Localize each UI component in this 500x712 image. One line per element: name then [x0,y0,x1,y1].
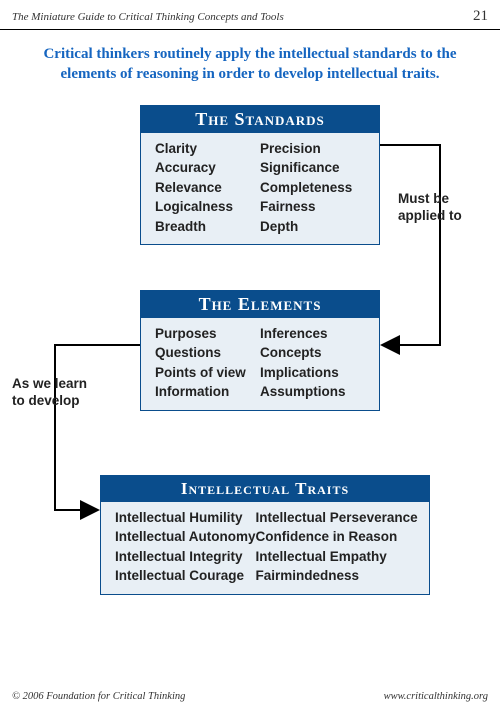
elements-item: Questions [155,343,260,363]
standards-item: Relevance [155,178,260,198]
traits-item: Intellectual Autonomy [115,527,256,547]
standards-item: Completeness [260,178,365,198]
box-elements-title: The Elements [141,291,379,318]
standards-item: Depth [260,217,365,237]
box-traits-title: Intellectual Traits [101,476,429,502]
page-header: The Miniature Guide to Critical Thinking… [0,0,500,30]
box-standards-title: The Standards [141,106,379,133]
footer-copyright: © 2006 Foundation for Critical Thinking [12,691,185,702]
standards-item: Logicalness [155,197,260,217]
traits-item: Intellectual Empathy [256,547,418,567]
elements-item: Information [155,382,260,402]
elements-col-left: Purposes Questions Points of view Inform… [155,324,260,402]
connector-label-1: Must beapplied to [398,190,478,225]
elements-col-right: Inferences Concepts Implications Assumpt… [260,324,365,402]
diagram-area: Must beapplied to As we learnto develop … [0,95,500,625]
elements-item: Purposes [155,324,260,344]
standards-col-right: Precision Significance Completeness Fair… [260,139,365,237]
standards-item: Significance [260,158,365,178]
elements-item: Inferences [260,324,365,344]
traits-item: Intellectual Courage [115,566,256,586]
traits-col-right: Intellectual Perseverance Confidence in … [256,508,418,586]
standards-item: Precision [260,139,365,159]
standards-item: Breadth [155,217,260,237]
traits-item: Intellectual Perseverance [256,508,418,528]
traits-col-left: Intellectual Humility Intellectual Auton… [115,508,256,586]
page-number: 21 [473,8,488,25]
standards-item: Clarity [155,139,260,159]
elements-item: Assumptions [260,382,365,402]
page-footer: © 2006 Foundation for Critical Thinking … [0,691,500,712]
footer-url: www.criticalthinking.org [384,691,488,702]
standards-col-left: Clarity Accuracy Relevance Logicalness B… [155,139,260,237]
standards-item: Fairness [260,197,365,217]
traits-item: Fairmindedness [256,566,418,586]
intro-paragraph: Critical thinkers routinely apply the in… [0,30,500,95]
box-standards: The Standards Clarity Accuracy Relevance… [140,105,380,246]
traits-item: Confidence in Reason [256,527,418,547]
traits-item: Intellectual Integrity [115,547,256,567]
elements-item: Points of view [155,363,260,383]
book-title: The Miniature Guide to Critical Thinking… [12,11,284,23]
box-traits: Intellectual Traits Intellectual Humilit… [100,475,430,595]
standards-item: Accuracy [155,158,260,178]
elements-item: Implications [260,363,365,383]
traits-item: Intellectual Humility [115,508,256,528]
elements-item: Concepts [260,343,365,363]
box-elements: The Elements Purposes Questions Points o… [140,290,380,411]
connector-label-2: As we learnto develop [12,375,112,410]
